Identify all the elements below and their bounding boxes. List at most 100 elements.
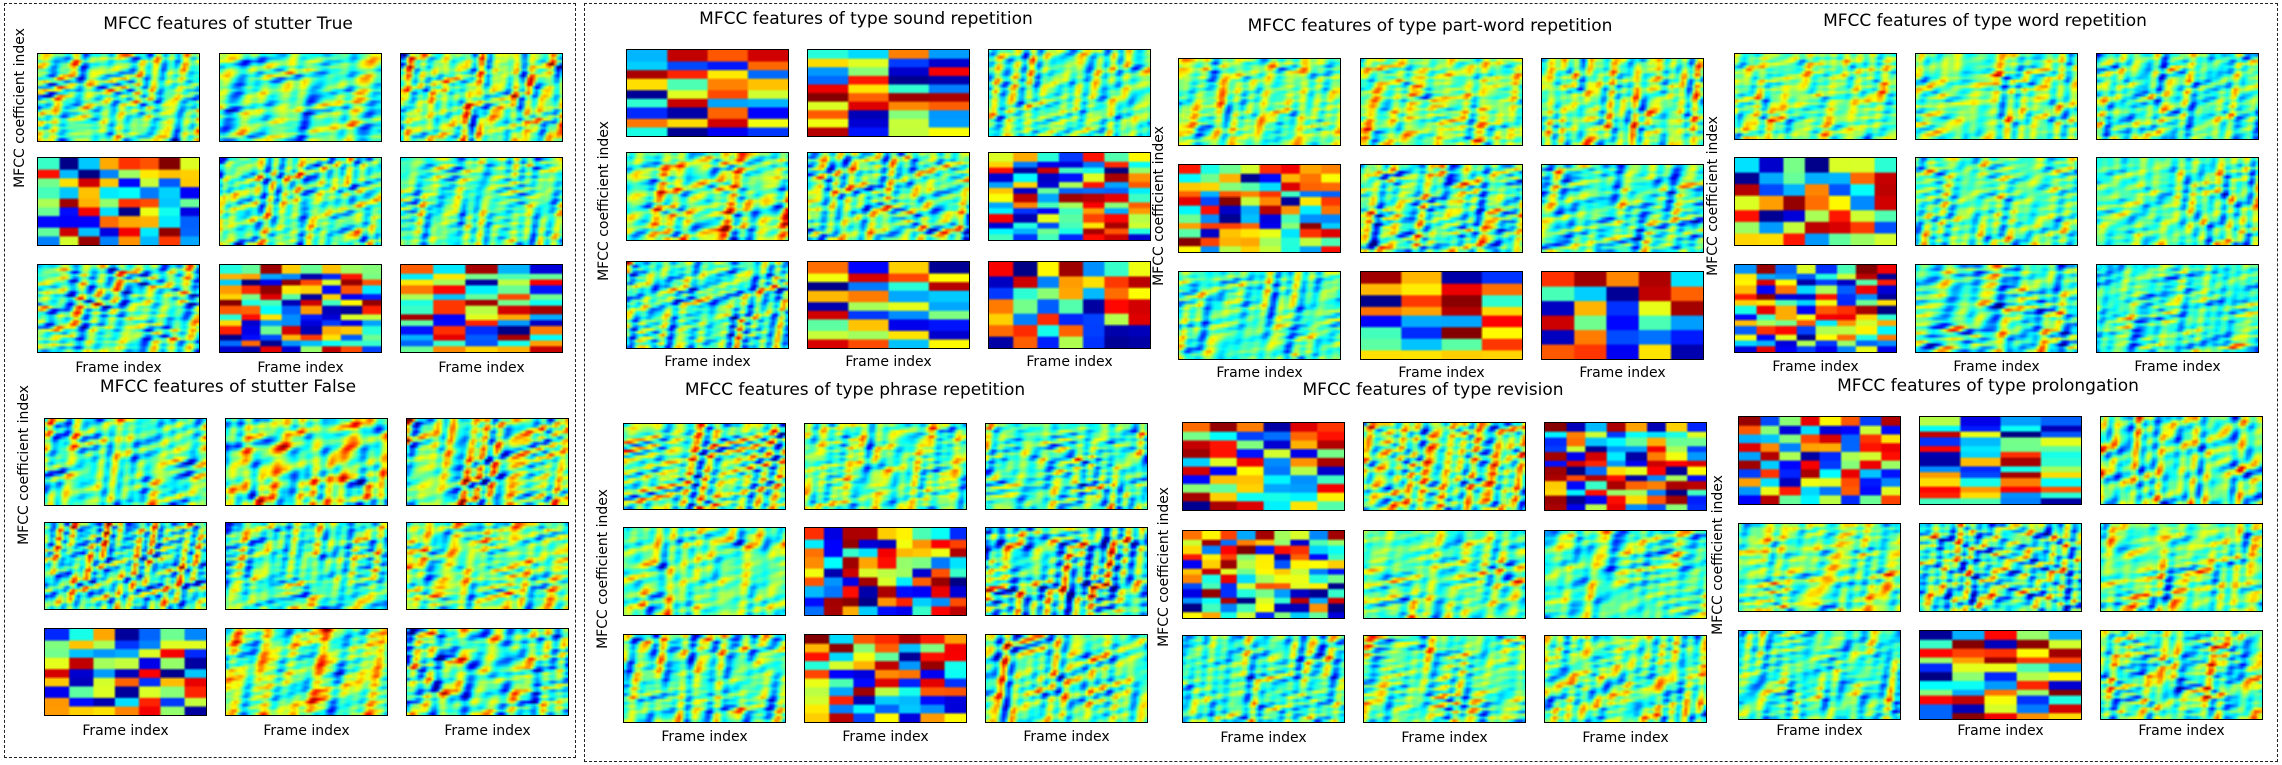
heatmap-cells: [1364, 423, 1525, 510]
mfcc-heatmap-tile: [985, 634, 1148, 723]
panel-title: MFCC features of type revision: [1302, 380, 1564, 400]
panel-title: MFCC features of type prolongation: [1837, 376, 2139, 396]
heatmap-cells: [1735, 54, 1896, 139]
mfcc-heatmap-tile: [225, 522, 388, 610]
mfcc-heatmap-tile: [44, 418, 207, 506]
heatmap-cells: [1739, 524, 1900, 611]
heatmap-cells: [1179, 59, 1340, 145]
mfcc-heatmap-tile: [623, 527, 786, 616]
mfcc-heatmap-tile: [1738, 630, 1901, 720]
y-axis-label: MFCC coefficient index: [1151, 126, 1167, 286]
heatmap-cells: [2097, 158, 2258, 245]
mfcc-heatmap-tile: [1360, 164, 1523, 253]
mfcc-heatmap-tile: [1178, 164, 1341, 253]
heatmap-cells: [986, 528, 1147, 615]
heatmap-cells: [1364, 531, 1525, 618]
heatmap-cells: [407, 523, 568, 609]
heatmap-cells: [624, 424, 785, 509]
heatmap-cells: [401, 54, 562, 141]
heatmap-cells: [220, 265, 381, 352]
x-axis-label: Frame index: [661, 729, 748, 745]
mfcc-heatmap-tile: [1738, 523, 1901, 612]
heatmap-cells: [407, 419, 568, 505]
heatmap-cells: [1183, 636, 1344, 722]
mfcc-heatmap-tile: [1919, 630, 2082, 720]
mfcc-heatmap-tile: [406, 418, 569, 506]
mfcc-heatmap-tile: [2100, 523, 2263, 612]
x-axis-label: Frame index: [75, 360, 162, 376]
mfcc-heatmap-tile: [623, 423, 786, 510]
x-axis-label: Frame index: [1582, 730, 1669, 746]
x-axis-label: Frame index: [1023, 729, 1110, 745]
mfcc-heatmap-tile: [1182, 422, 1345, 511]
mfcc-heatmap-tile: [1738, 416, 1901, 505]
heatmap-cells: [1739, 417, 1900, 504]
mfcc-heatmap-tile: [1363, 422, 1526, 511]
y-axis-label: MFCC coefficient index: [1156, 487, 1172, 647]
x-axis-label: Frame index: [82, 723, 169, 739]
panel-title: MFCC features of stutter False: [99, 377, 357, 397]
heatmap-cells: [1916, 158, 2077, 245]
heatmap-cells: [989, 153, 1150, 240]
mfcc-heatmap-tile: [626, 152, 789, 241]
mfcc-heatmap-tile: [807, 49, 970, 137]
x-axis-label: Frame index: [1220, 730, 1307, 746]
mfcc-heatmap-tile: [225, 628, 388, 716]
y-axis-label: MFCC coefficient index: [1705, 116, 1721, 276]
panel-title: MFCC features of type sound repetition: [699, 9, 1033, 29]
mfcc-heatmap-tile: [1360, 271, 1523, 360]
x-axis-label: Frame index: [438, 360, 525, 376]
heatmap-cells: [808, 262, 969, 348]
mfcc-heatmap-tile: [1182, 635, 1345, 723]
mfcc-heatmap-tile: [804, 634, 967, 723]
x-axis-label: Frame index: [1772, 359, 1859, 375]
mfcc-heatmap-tile: [225, 418, 388, 506]
heatmap-cells: [38, 54, 199, 141]
y-axis-label: MFCC coefficient index: [596, 121, 612, 281]
mfcc-heatmap-tile: [807, 152, 970, 241]
mfcc-heatmap-tile: [1541, 271, 1704, 360]
mfcc-heatmap-tile: [1919, 523, 2082, 612]
heatmap-cells: [1916, 265, 2077, 352]
heatmap-cells: [805, 424, 966, 509]
heatmap-cells: [805, 528, 966, 615]
x-axis-label: Frame index: [444, 723, 531, 739]
x-axis-label: Frame index: [1401, 730, 1488, 746]
x-axis-label: Frame index: [257, 360, 344, 376]
heatmap-cells: [1545, 636, 1706, 722]
heatmap-cells: [1920, 524, 2081, 611]
mfcc-heatmap-tile: [406, 628, 569, 716]
mfcc-heatmap-tile: [219, 264, 382, 353]
mfcc-heatmap-tile: [400, 157, 563, 246]
x-axis-label: Frame index: [1579, 365, 1666, 381]
heatmap-cells: [805, 635, 966, 722]
mfcc-heatmap-tile: [1734, 53, 1897, 140]
x-axis-label: Frame index: [664, 354, 751, 370]
heatmap-cells: [1183, 531, 1344, 618]
x-axis-label: Frame index: [845, 354, 932, 370]
mfcc-heatmap-tile: [1541, 58, 1704, 146]
heatmap-cells: [1542, 272, 1703, 359]
mfcc-heatmap-tile: [219, 157, 382, 246]
x-axis-label: Frame index: [263, 723, 350, 739]
heatmap-cells: [627, 153, 788, 240]
heatmap-cells: [45, 523, 206, 609]
mfcc-heatmap-tile: [988, 261, 1151, 349]
mfcc-heatmap-tile: [37, 53, 200, 142]
heatmap-cells: [2101, 524, 2262, 611]
mfcc-heatmap-tile: [219, 53, 382, 142]
heatmap-cells: [808, 153, 969, 240]
heatmap-cells: [1920, 417, 2081, 504]
heatmap-cells: [1545, 531, 1706, 618]
y-axis-label: MFCC coefficient index: [16, 385, 32, 545]
heatmap-cells: [2097, 54, 2258, 139]
x-axis-label: Frame index: [1953, 359, 2040, 375]
mfcc-heatmap-tile: [807, 261, 970, 349]
mfcc-heatmap-tile: [2096, 264, 2259, 353]
heatmap-cells: [407, 629, 568, 715]
mfcc-heatmap-tile: [37, 157, 200, 246]
mfcc-heatmap-tile: [623, 634, 786, 723]
heatmap-cells: [1542, 59, 1703, 145]
y-axis-label: MFCC coefficient index: [1710, 475, 1726, 635]
mfcc-heatmap-tile: [44, 628, 207, 716]
